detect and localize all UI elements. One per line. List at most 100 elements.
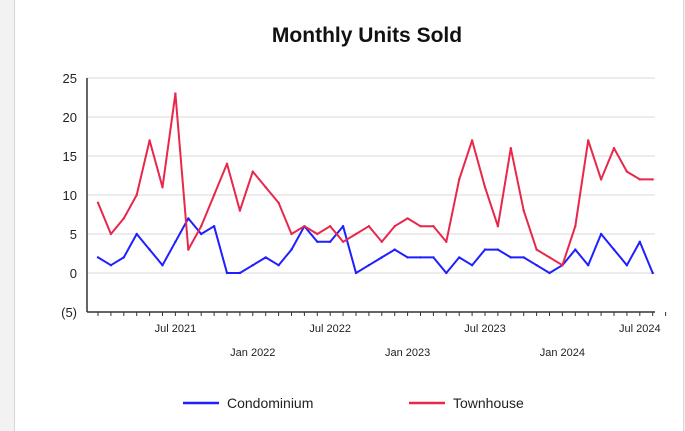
- data-point: [432, 256, 435, 259]
- data-point: [122, 217, 126, 220]
- legend-label: Condominium: [227, 395, 313, 411]
- chart-title: Monthly Units Sold: [272, 24, 462, 47]
- x-tick-label: Jul 2024: [619, 323, 661, 335]
- data-point: [612, 248, 616, 251]
- data-point: [251, 170, 254, 173]
- data-point: [574, 225, 577, 228]
- x-tick-label: Jan 2024: [540, 347, 585, 359]
- data-point: [651, 178, 654, 181]
- data-point: [341, 225, 345, 228]
- data-point: [535, 264, 538, 267]
- data-point: [445, 271, 448, 275]
- gridlines: [87, 77, 655, 274]
- data-point: [264, 186, 267, 189]
- legend: Condominium Townhouse: [183, 395, 524, 411]
- data-point: [380, 240, 383, 243]
- y-tick-label: 20: [63, 110, 77, 125]
- data-point: [406, 217, 409, 220]
- data-point: [148, 248, 151, 251]
- y-tick-label: 0: [70, 266, 77, 281]
- data-point: [548, 271, 551, 275]
- data-point: [290, 248, 293, 251]
- line-chart: Monthly Units Sold 25 20 15 10 5 0 (5) Jul 202…: [61, 24, 667, 411]
- data-point: [483, 186, 487, 189]
- data-point: [135, 232, 138, 236]
- data-point: [445, 240, 448, 243]
- data-point: [625, 170, 629, 173]
- data-point: [200, 225, 203, 228]
- data-point: [406, 256, 409, 259]
- data-point: [96, 256, 100, 259]
- series-line-condominium: [97, 217, 654, 274]
- series-lines: [96, 92, 654, 275]
- data-point: [277, 201, 280, 204]
- y-tick-label: 15: [63, 149, 77, 164]
- data-point: [509, 147, 512, 150]
- data-point: [290, 232, 293, 236]
- data-point: [509, 256, 512, 259]
- data-point: [277, 264, 280, 267]
- data-point: [612, 147, 616, 150]
- x-tick-label: Jul 2021: [155, 323, 197, 335]
- data-point: [599, 178, 603, 181]
- data-point: [329, 240, 332, 243]
- y-axis: 25 20 15 10 5 0 (5): [61, 71, 88, 320]
- data-point: [264, 256, 267, 259]
- data-point: [354, 232, 358, 236]
- data-point: [587, 264, 590, 267]
- y-tick-label: (5): [61, 305, 77, 320]
- legend-label: Townhouse: [453, 395, 524, 411]
- data-point: [367, 225, 371, 228]
- series-line-townhouse: [97, 92, 653, 267]
- data-point: [419, 256, 422, 259]
- data-point: [251, 264, 254, 267]
- data-point: [187, 217, 190, 220]
- data-point: [341, 240, 345, 243]
- x-axis: Jul 2021 Jan 2022 Jul 2022 Jan 2023 Jul 2023…: [87, 311, 667, 359]
- data-point: [496, 248, 500, 251]
- data-point: [638, 240, 641, 243]
- x-tick-label: Jul 2023: [464, 323, 506, 335]
- data-point: [148, 139, 151, 142]
- data-point: [200, 232, 203, 236]
- data-point: [587, 139, 590, 142]
- data-point: [109, 264, 113, 267]
- data-point: [548, 256, 551, 259]
- data-point: [393, 248, 396, 251]
- data-point: [483, 248, 487, 251]
- data-point: [225, 271, 229, 275]
- y-tick-label: 10: [63, 188, 77, 203]
- data-point: [470, 264, 474, 267]
- data-point: [458, 256, 461, 259]
- data-point: [161, 186, 164, 189]
- data-point: [225, 162, 229, 165]
- chart-card: Monthly Units Sold 25 20 15 10 5 0 (5) Jul 202…: [14, 0, 684, 431]
- y-tick-label: 25: [63, 71, 77, 86]
- data-point: [122, 256, 126, 259]
- data-point: [419, 225, 422, 228]
- y-tick-label: 5: [70, 227, 77, 242]
- data-point: [96, 201, 100, 204]
- data-point: [496, 225, 500, 228]
- data-point: [354, 271, 358, 275]
- data-point: [625, 264, 629, 267]
- data-point: [535, 248, 538, 251]
- data-point: [432, 225, 435, 228]
- data-point: [238, 271, 242, 275]
- data-point: [135, 193, 138, 197]
- data-point: [561, 264, 564, 267]
- data-point: [638, 178, 641, 181]
- data-point: [174, 92, 177, 95]
- data-point: [212, 225, 216, 228]
- data-point: [316, 232, 319, 236]
- data-point: [522, 209, 525, 212]
- data-point: [161, 264, 164, 267]
- data-point: [316, 240, 319, 243]
- data-point: [187, 248, 190, 251]
- x-tick-label: Jul 2022: [309, 323, 351, 335]
- x-tick-label: Jan 2022: [230, 347, 275, 359]
- data-point: [303, 225, 306, 228]
- data-point: [651, 271, 654, 275]
- data-point: [458, 178, 461, 181]
- data-point: [329, 225, 332, 228]
